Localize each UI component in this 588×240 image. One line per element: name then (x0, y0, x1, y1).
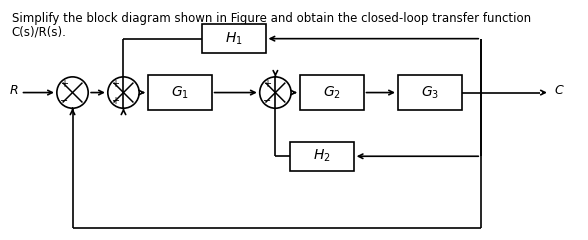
Text: $C$: $C$ (554, 84, 564, 97)
Bar (202, 24, 266, 53)
Text: Simplify the block diagram shown in Figure and obtain the closed-loop transfer f: Simplify the block diagram shown in Figu… (12, 12, 531, 25)
Text: $H_1$: $H_1$ (225, 30, 243, 47)
Text: +: + (263, 79, 270, 89)
Text: −: − (263, 96, 271, 106)
Text: +: + (60, 79, 68, 89)
Text: −: − (60, 96, 68, 106)
Text: $R$: $R$ (9, 84, 19, 97)
Text: $G_3$: $G_3$ (420, 84, 439, 101)
Bar (398, 75, 462, 110)
Text: C(s)/R(s).: C(s)/R(s). (12, 26, 66, 39)
Text: $H_2$: $H_2$ (313, 148, 331, 164)
Bar (290, 142, 354, 171)
Text: $G_2$: $G_2$ (323, 84, 340, 101)
Text: $G_1$: $G_1$ (171, 84, 189, 101)
Text: +: + (111, 96, 119, 106)
Bar (148, 75, 212, 110)
Bar (300, 75, 363, 110)
Text: +: + (111, 79, 119, 89)
